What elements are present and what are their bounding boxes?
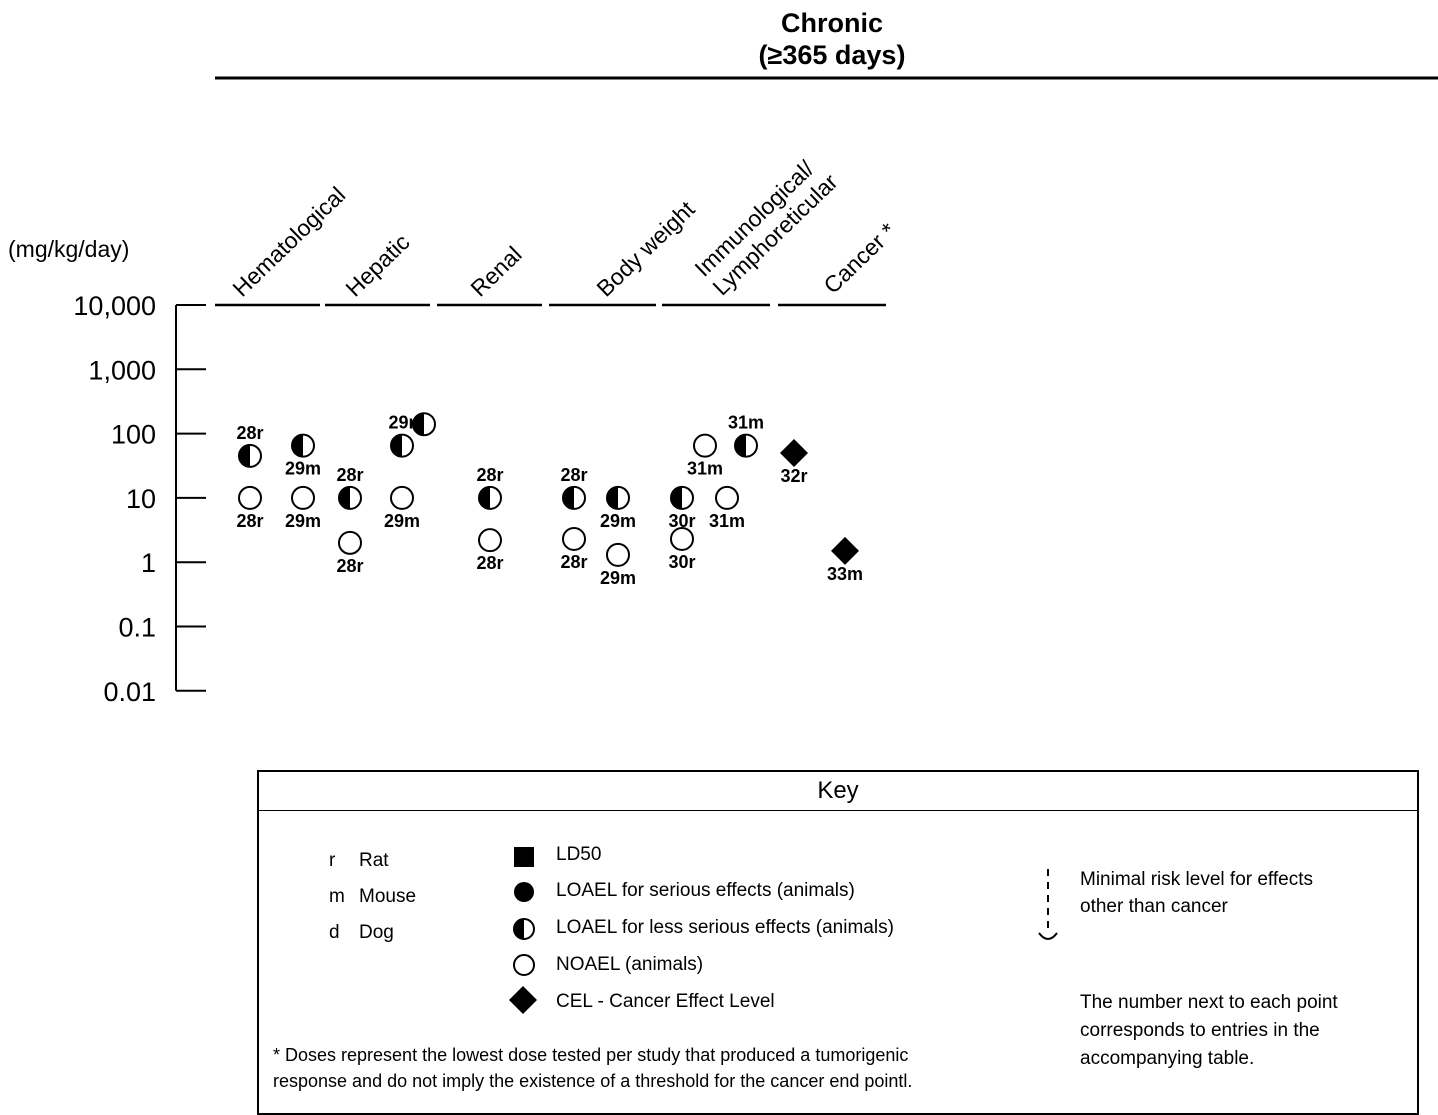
species-code-mouse: m bbox=[329, 886, 345, 907]
noael-point bbox=[238, 485, 262, 510]
species-code-rat: r bbox=[329, 850, 336, 871]
y-tick-label: 1 bbox=[141, 548, 156, 578]
point-label: 28r bbox=[336, 465, 363, 485]
note-text-line3: accompanying table. bbox=[1080, 1048, 1255, 1069]
chart-title: Chronic bbox=[781, 8, 883, 38]
point-label: 32r bbox=[780, 466, 807, 486]
cel-point bbox=[831, 536, 859, 565]
point-label: 28r bbox=[476, 465, 503, 485]
category-label: Cancer * bbox=[818, 218, 900, 299]
point-label: 29m bbox=[600, 511, 636, 531]
footnote-line2: response and do not imply the existence … bbox=[273, 1071, 913, 1091]
legend-cel: CEL - Cancer Effect Level bbox=[556, 991, 775, 1012]
point-label: 29m bbox=[600, 568, 636, 588]
legend-loael-serious: LOAEL for serious effects (animals) bbox=[556, 880, 855, 901]
noael-open-circle-icon bbox=[513, 954, 535, 976]
point-label: 28r bbox=[560, 465, 587, 485]
noael-point bbox=[338, 530, 362, 555]
y-tick-label: 100 bbox=[111, 420, 156, 450]
loael-less-point bbox=[562, 485, 586, 510]
category-label: Renal bbox=[465, 241, 526, 301]
point-label: 30r bbox=[668, 552, 695, 572]
point-label: 28r bbox=[476, 553, 503, 573]
noael-point bbox=[715, 485, 739, 510]
legend-loael-less: LOAEL for less serious effects (animals) bbox=[556, 917, 894, 938]
y-tick-label: 1,000 bbox=[88, 355, 156, 385]
loael-less-point bbox=[390, 433, 414, 458]
noael-point bbox=[670, 526, 694, 551]
y-axis-label: (mg/kg/day) bbox=[8, 236, 129, 262]
cel-diamond-icon bbox=[509, 986, 537, 1014]
point-label: 29r bbox=[388, 413, 415, 433]
legend-ld50: LD50 bbox=[556, 844, 602, 865]
point-label: 29m bbox=[285, 511, 321, 531]
key-title: Key bbox=[259, 772, 1417, 811]
noael-point bbox=[478, 528, 502, 553]
loael-less-halfcircle-icon bbox=[513, 918, 535, 940]
point-label: 29m bbox=[285, 459, 321, 479]
cel-point bbox=[780, 438, 808, 467]
point-label: 28r bbox=[236, 423, 263, 443]
loael-less-point bbox=[734, 433, 758, 458]
point-label: 33m bbox=[827, 564, 863, 584]
loael-less-point bbox=[291, 433, 315, 458]
note-text-line1: The number next to each point bbox=[1080, 992, 1338, 1013]
point-label: 31m bbox=[728, 413, 764, 433]
point-label: 28r bbox=[560, 552, 587, 572]
chart-subtitle: (≥365 days) bbox=[759, 40, 906, 70]
species-code-dog: d bbox=[329, 922, 340, 943]
category-label: Hepatic bbox=[340, 229, 414, 302]
loael-less-point bbox=[338, 485, 362, 510]
note-text-line2: corresponds to entries in the bbox=[1080, 1020, 1320, 1041]
loael-less-point bbox=[478, 485, 502, 510]
y-tick-label: 0.01 bbox=[103, 677, 156, 707]
category-label: Body weight bbox=[591, 195, 700, 301]
point-label: 31m bbox=[709, 511, 745, 531]
chart-canvas: Chronic (≥365 days) (mg/kg/day) 10,000 1,… bbox=[8, 8, 1438, 707]
legend-key: Key r Rat m Mouse d Dog LD50 LOAEL for s… bbox=[257, 770, 1419, 1115]
point-label: 28r bbox=[336, 556, 363, 576]
noael-point bbox=[291, 485, 315, 510]
loael-less-point bbox=[412, 412, 436, 437]
point-label: 28r bbox=[236, 511, 263, 531]
point-label: 30r bbox=[668, 511, 695, 531]
noael-point bbox=[693, 433, 717, 458]
loael-serious-circle-icon bbox=[514, 882, 534, 902]
y-tick-label: 10 bbox=[126, 484, 156, 514]
loael-less-point bbox=[238, 443, 262, 468]
point-label: 29m bbox=[384, 511, 420, 531]
mrl-text-line2: other than cancer bbox=[1080, 896, 1228, 917]
noael-point bbox=[562, 526, 586, 551]
species-name-dog: Dog bbox=[359, 922, 394, 943]
noael-point bbox=[606, 542, 630, 567]
category-label: Hematological bbox=[227, 182, 350, 302]
legend-noael: NOAEL (animals) bbox=[556, 954, 704, 975]
ld50-square-icon bbox=[514, 847, 534, 867]
footnote-line1: * Doses represent the lowest dose tested… bbox=[273, 1045, 909, 1065]
loael-less-point bbox=[670, 485, 694, 510]
noael-point bbox=[390, 485, 414, 510]
loael-less-point bbox=[606, 485, 630, 510]
mrl-dashed-arrow-icon bbox=[1038, 869, 1058, 940]
species-name-rat: Rat bbox=[359, 850, 389, 871]
point-label: 31m bbox=[687, 459, 723, 479]
y-tick-label: 0.1 bbox=[118, 613, 156, 643]
y-tick-label: 10,000 bbox=[73, 291, 156, 321]
mrl-text-line1: Minimal risk level for effects bbox=[1080, 869, 1313, 890]
species-name-mouse: Mouse bbox=[359, 886, 417, 907]
